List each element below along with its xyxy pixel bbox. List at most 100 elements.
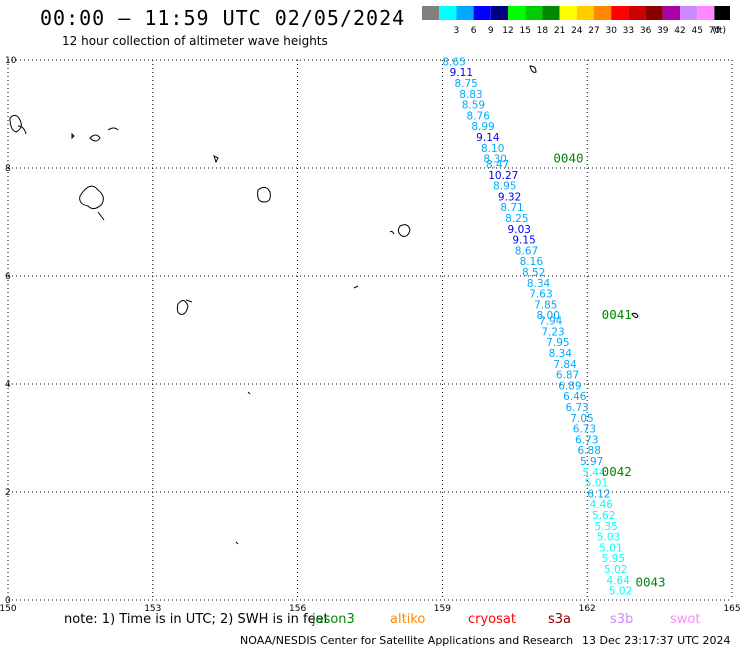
legend-tick-label: 30	[605, 26, 617, 36]
legend-tick-label: 15	[519, 26, 530, 36]
legend-unit: (ft)	[712, 26, 726, 36]
axis-labels: 150 153 156 159 162 165 0 2 4 6 8 10	[0, 56, 740, 614]
lon-tick-label: 159	[434, 604, 451, 614]
wave-height-label: 6.46	[563, 391, 587, 403]
wave-height-label: 5.62	[592, 510, 615, 522]
legend-tick-label: 45	[691, 26, 702, 36]
legend-tick-label: 18	[537, 26, 549, 36]
wave-height-label: 5.44	[582, 467, 606, 479]
wave-height-label: 7.85	[534, 299, 557, 311]
legend-swatch	[542, 6, 560, 20]
wave-height-label: 6.88	[578, 445, 601, 457]
wave-height-label: 6.12	[587, 488, 610, 500]
wave-height-label: 8.83	[459, 89, 482, 101]
legend-tick-label: 42	[674, 26, 685, 36]
chart-title: 00:00 – 11:59 UTC 02/05/2024	[40, 6, 406, 30]
lat-tick-label: 6	[5, 272, 11, 282]
wave-height-label: 9.11	[450, 67, 473, 79]
legend-tick-label: 70	[709, 26, 721, 36]
island-outline	[176, 299, 193, 315]
island-outline	[9, 114, 27, 135]
wave-height-label: 5.02	[604, 564, 627, 576]
legend-swatch	[680, 6, 698, 20]
mission-label: jason3	[312, 612, 355, 627]
wave-height-label: 8.67	[515, 245, 538, 257]
legend-tick-label: 36	[640, 26, 652, 36]
wave-height-label: 7.84	[553, 359, 577, 371]
wave-height-label: 8.52	[522, 267, 545, 279]
island-outline	[353, 285, 359, 289]
legend-swatch	[628, 6, 646, 20]
legend-swatch	[645, 6, 663, 20]
wave-height-label: 8.47	[486, 159, 509, 171]
legend-swatch	[594, 6, 612, 20]
legend-swatch	[456, 6, 474, 20]
legend-swatch	[422, 6, 440, 20]
legend-tick-label: 24	[571, 26, 583, 36]
legend-tick-label: 39	[657, 26, 669, 36]
legend-swatch	[508, 6, 526, 20]
wave-height-label: 8.59	[462, 100, 485, 112]
island-outline	[631, 312, 639, 319]
island-outline	[529, 65, 537, 73]
wave-height-label: 6.73	[575, 434, 598, 446]
lat-tick-label: 0	[5, 596, 11, 606]
color-legend: 3 6 9 12 15 18 21 24 27 30 33 36 39 42 45 70(ft)	[422, 6, 730, 36]
legend-swatch	[576, 6, 594, 20]
wave-height-label: 8.25	[505, 213, 528, 225]
wave-height-label: 8.71	[500, 202, 523, 214]
legend-swatch	[473, 6, 491, 20]
lat-tick-label: 2	[5, 488, 11, 498]
island-outline	[213, 155, 219, 164]
wave-height-label: 7.23	[541, 326, 564, 338]
time-label: 0040	[553, 151, 583, 166]
wave-height-label: 8.30	[483, 154, 506, 166]
wave-height-label: 7.95	[546, 337, 569, 349]
island-outline	[257, 186, 271, 203]
wave-height-label: 7.63	[529, 289, 552, 301]
wave-height-label: 8.99	[471, 121, 494, 133]
time-label: 0041	[602, 307, 632, 322]
wave-height-label: 9.32	[498, 191, 521, 203]
wave-height-label: 9.15	[512, 235, 535, 247]
lat-tick-label: 4	[5, 380, 11, 390]
wave-height-label: 8.95	[493, 181, 516, 193]
legend-swatch	[525, 6, 543, 20]
legend-tick-label: 9	[488, 26, 494, 36]
legend-swatch	[490, 6, 508, 20]
generated-timestamp: 13 Dec 23:17:37 UTC 2024	[582, 634, 731, 647]
wave-height-label: 7.05	[570, 413, 593, 425]
time-label: 0043	[635, 575, 665, 590]
wave-height-label: 5.95	[602, 553, 625, 565]
wave-height-label: 6.87	[556, 370, 579, 382]
chart-subtitle: 12 hour collection of altimeter wave hei…	[62, 34, 328, 48]
wave-height-label: 8.10	[481, 143, 504, 155]
wave-height-label: 8.00	[537, 310, 560, 322]
wave-height-label: 5.01	[599, 542, 622, 554]
wave-height-label: 7.94	[539, 316, 563, 328]
wave-height-label: 6.73	[573, 424, 596, 436]
time-label: 0042	[602, 464, 632, 479]
wave-height-label: 8.34	[549, 348, 573, 360]
mission-label: s3a	[548, 612, 572, 627]
lat-tick-label: 10	[5, 56, 17, 66]
legend-tick-label: 21	[554, 26, 565, 36]
lon-tick-label: 165	[723, 604, 740, 614]
wave-height-label: 8.76	[467, 110, 491, 122]
wave-height-label: 5.02	[609, 586, 632, 598]
legend-swatch	[662, 6, 680, 20]
wave-height-label: 8.16	[520, 256, 544, 268]
legend-swatch	[439, 6, 457, 20]
legend-tick-label: 27	[588, 26, 599, 36]
wave-height-label: 5.97	[580, 456, 603, 468]
island-outline	[71, 132, 75, 140]
wave-height-label: 5.01	[585, 478, 608, 490]
mission-label: s3b	[610, 612, 634, 627]
wave-height-label: 8.75	[454, 78, 477, 90]
map-grid	[7, 59, 733, 601]
lon-tick-label: 150	[0, 604, 17, 614]
wave-height-label: 6.73	[565, 402, 588, 414]
wave-height-label: 5.35	[594, 521, 617, 533]
time-labels: 0040 0041 0042 0043	[553, 151, 665, 590]
